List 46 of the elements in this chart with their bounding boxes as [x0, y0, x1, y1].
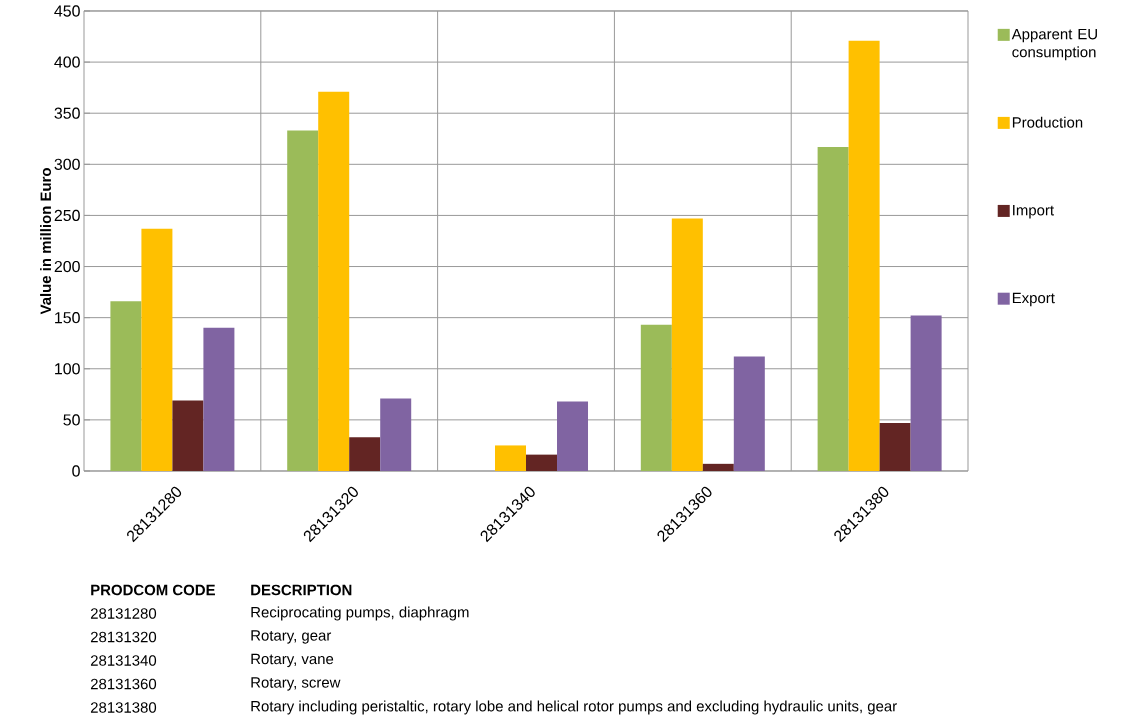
bar — [702, 463, 734, 471]
legend-label: Import — [1013, 205, 1054, 219]
bar — [495, 445, 527, 471]
text: PRODCOM CODE — [91, 584, 215, 596]
y-tick-label: 250 — [54, 209, 80, 222]
bar — [287, 130, 319, 471]
y-tick-label: 200 — [54, 260, 80, 273]
bar — [879, 422, 911, 471]
text: Reciprocating pumps, diaphragm — [251, 606, 469, 621]
bar — [526, 454, 558, 471]
text: Rotary, gear — [251, 630, 332, 644]
y-tick-label: 0 — [72, 465, 80, 477]
bar — [817, 146, 849, 471]
text: 28131360 — [90, 678, 157, 690]
y-axis-title: Value in million Euro — [40, 168, 52, 315]
bar — [733, 356, 765, 471]
y-tick-label: 400 — [54, 56, 80, 68]
y-tick-label: 450 — [54, 5, 80, 17]
y-tick-label: 300 — [54, 158, 80, 170]
y-tick-label: 350 — [54, 107, 80, 119]
text: 28131340 — [90, 655, 157, 666]
bar — [110, 301, 142, 471]
text: Rotary, screw — [251, 677, 341, 691]
y-tick-label: 150 — [55, 312, 80, 324]
bar — [172, 400, 204, 471]
y-tick-label: 100 — [55, 363, 80, 375]
bar — [141, 228, 173, 471]
bar — [349, 437, 381, 471]
text: Rotary, vane — [251, 653, 334, 668]
bar — [203, 327, 235, 471]
bar — [380, 398, 412, 471]
text: 28131380 — [90, 702, 157, 713]
bar — [848, 40, 880, 471]
text: Rotary including peristaltic, rotary lobe and helical rotor pumps and excluding hydraulic units, gear — [251, 700, 897, 715]
text: DESCRIPTION — [251, 584, 352, 596]
text: 28131320 — [90, 631, 157, 643]
legend-label: Export — [1012, 292, 1055, 307]
bar — [910, 315, 942, 471]
bar — [671, 218, 703, 471]
bar — [640, 324, 672, 471]
text: 28131280 — [90, 608, 157, 619]
bar — [318, 91, 350, 471]
y-tick-label: 50 — [63, 414, 80, 426]
legend-label: Production — [1012, 116, 1083, 128]
legend-label: Apparent EU consumption — [1011, 28, 1097, 61]
bar — [557, 401, 589, 471]
